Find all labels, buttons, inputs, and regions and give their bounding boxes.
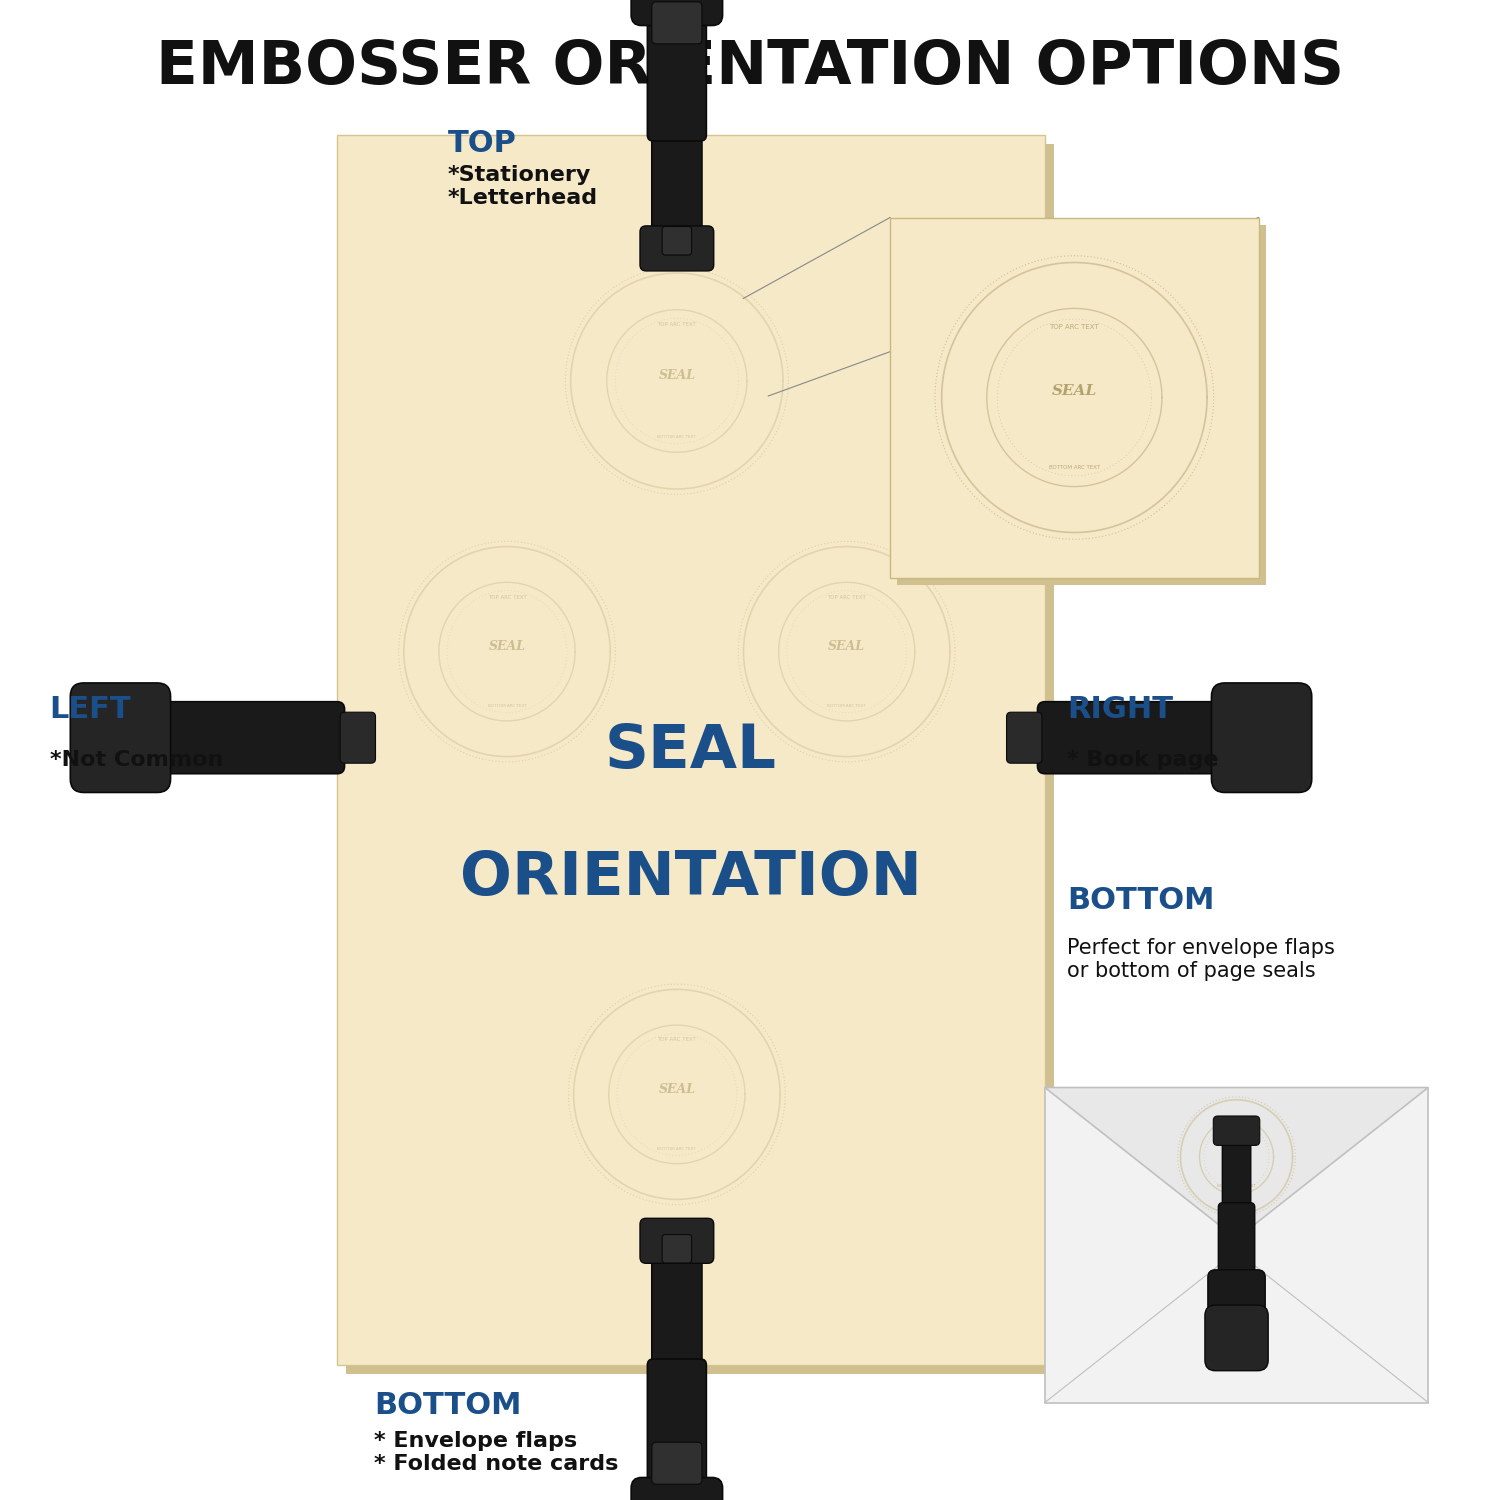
FancyBboxPatch shape xyxy=(652,1233,702,1370)
Text: SEAL: SEAL xyxy=(828,640,866,652)
Text: TOP: TOP xyxy=(448,129,516,158)
Text: BOTTOM: BOTTOM xyxy=(374,1390,522,1419)
FancyBboxPatch shape xyxy=(346,144,1053,1374)
Text: * Envelope flaps
* Folded note cards: * Envelope flaps * Folded note cards xyxy=(374,1431,618,1474)
FancyBboxPatch shape xyxy=(1208,1270,1264,1329)
Text: SEAL: SEAL xyxy=(658,1083,696,1095)
Text: SEAL: SEAL xyxy=(604,722,777,782)
FancyBboxPatch shape xyxy=(652,1443,702,1485)
FancyBboxPatch shape xyxy=(1038,702,1244,774)
FancyBboxPatch shape xyxy=(1214,1116,1260,1146)
Text: TOP ARC TEXT: TOP ARC TEXT xyxy=(657,322,696,327)
Text: *Stationery
*Letterhead: *Stationery *Letterhead xyxy=(448,165,598,209)
Text: BOTTOM ARC TEXT: BOTTOM ARC TEXT xyxy=(828,704,866,708)
FancyBboxPatch shape xyxy=(897,225,1266,585)
Text: * Book page: * Book page xyxy=(1066,750,1218,770)
Text: SEAL: SEAL xyxy=(1222,1149,1251,1158)
FancyBboxPatch shape xyxy=(1007,712,1042,764)
FancyBboxPatch shape xyxy=(138,702,345,774)
FancyBboxPatch shape xyxy=(890,217,1258,578)
FancyBboxPatch shape xyxy=(648,1359,706,1500)
Text: ORIENTATION: ORIENTATION xyxy=(460,849,922,909)
Text: SEAL: SEAL xyxy=(1052,384,1096,398)
FancyBboxPatch shape xyxy=(338,135,1046,1365)
Text: TOP ARC TEXT: TOP ARC TEXT xyxy=(1216,1125,1255,1130)
FancyBboxPatch shape xyxy=(652,130,702,260)
FancyBboxPatch shape xyxy=(70,682,171,792)
Text: TOP ARC TEXT: TOP ARC TEXT xyxy=(828,594,866,600)
FancyBboxPatch shape xyxy=(1210,714,1248,762)
Text: TOP ARC TEXT: TOP ARC TEXT xyxy=(1050,324,1100,330)
Text: SEAL: SEAL xyxy=(658,369,696,382)
FancyBboxPatch shape xyxy=(662,226,692,255)
FancyBboxPatch shape xyxy=(1204,1305,1268,1371)
Text: BOTTOM ARC TEXT: BOTTOM ARC TEXT xyxy=(1048,465,1100,470)
FancyBboxPatch shape xyxy=(134,714,172,762)
Text: BOTTOM ARC TEXT: BOTTOM ARC TEXT xyxy=(657,1148,696,1150)
Text: BOTTOM ARC TEXT: BOTTOM ARC TEXT xyxy=(657,435,696,439)
Text: *Not Common: *Not Common xyxy=(50,750,224,770)
FancyBboxPatch shape xyxy=(1218,1203,1255,1294)
Text: BOTTOM ARC TEXT: BOTTOM ARC TEXT xyxy=(488,704,526,708)
FancyBboxPatch shape xyxy=(648,2,706,141)
FancyBboxPatch shape xyxy=(1046,1088,1428,1402)
FancyBboxPatch shape xyxy=(1222,1128,1251,1210)
Text: EMBOSSER ORIENTATION OPTIONS: EMBOSSER ORIENTATION OPTIONS xyxy=(156,38,1344,98)
Text: Perfect for envelope flaps
or bottom of page seals: Perfect for envelope flaps or bottom of … xyxy=(1066,938,1335,981)
FancyBboxPatch shape xyxy=(652,2,702,44)
Text: BOTTOM ARC TEXT: BOTTOM ARC TEXT xyxy=(1216,1185,1255,1188)
FancyBboxPatch shape xyxy=(640,226,714,272)
FancyBboxPatch shape xyxy=(632,1478,723,1500)
Polygon shape xyxy=(1046,1088,1428,1239)
Text: RIGHT: RIGHT xyxy=(1066,696,1173,724)
FancyBboxPatch shape xyxy=(632,0,723,26)
FancyBboxPatch shape xyxy=(662,1234,692,1263)
Text: TOP ARC TEXT: TOP ARC TEXT xyxy=(657,1038,696,1042)
Text: LEFT: LEFT xyxy=(50,696,132,724)
FancyBboxPatch shape xyxy=(1212,682,1311,792)
FancyBboxPatch shape xyxy=(340,712,375,764)
FancyBboxPatch shape xyxy=(640,1218,714,1263)
Text: TOP ARC TEXT: TOP ARC TEXT xyxy=(488,594,526,600)
Text: SEAL: SEAL xyxy=(489,640,525,652)
Text: BOTTOM: BOTTOM xyxy=(1066,886,1215,915)
